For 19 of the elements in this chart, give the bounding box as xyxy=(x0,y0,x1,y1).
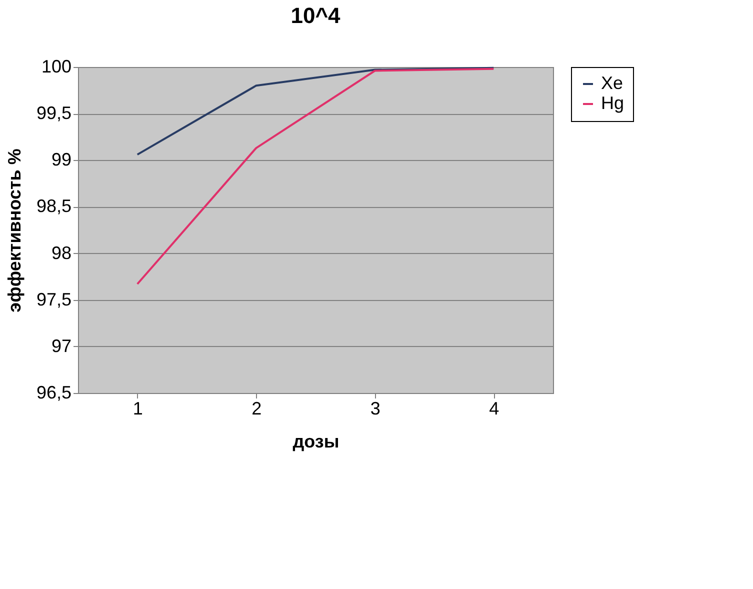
y-tick-label: 97 xyxy=(51,336,72,356)
y-tick-label: 98,5 xyxy=(36,196,72,216)
y-tick-label: 99,5 xyxy=(36,103,72,124)
y-tick-label: 96,5 xyxy=(36,382,72,402)
line-series xyxy=(136,68,495,286)
legend-label: Hg xyxy=(601,93,624,113)
x-axis-title: дозы xyxy=(292,432,340,452)
y-axis-title: эффективность % xyxy=(4,148,24,312)
legend-label: Xe xyxy=(601,73,624,93)
y-tick-label: 99 xyxy=(51,150,72,170)
line-series xyxy=(136,66,495,156)
x-tick-label: 1 xyxy=(132,398,143,418)
y-tick-label: 98 xyxy=(51,242,72,263)
chart-title: 10^4 xyxy=(290,3,342,28)
y-tick-label: 100 xyxy=(41,56,72,76)
x-tick-label: 3 xyxy=(370,398,380,418)
x-tick-label: 2 xyxy=(252,398,262,418)
y-tick-label: 97,5 xyxy=(36,289,72,310)
x-tick-label: 4 xyxy=(489,398,500,418)
